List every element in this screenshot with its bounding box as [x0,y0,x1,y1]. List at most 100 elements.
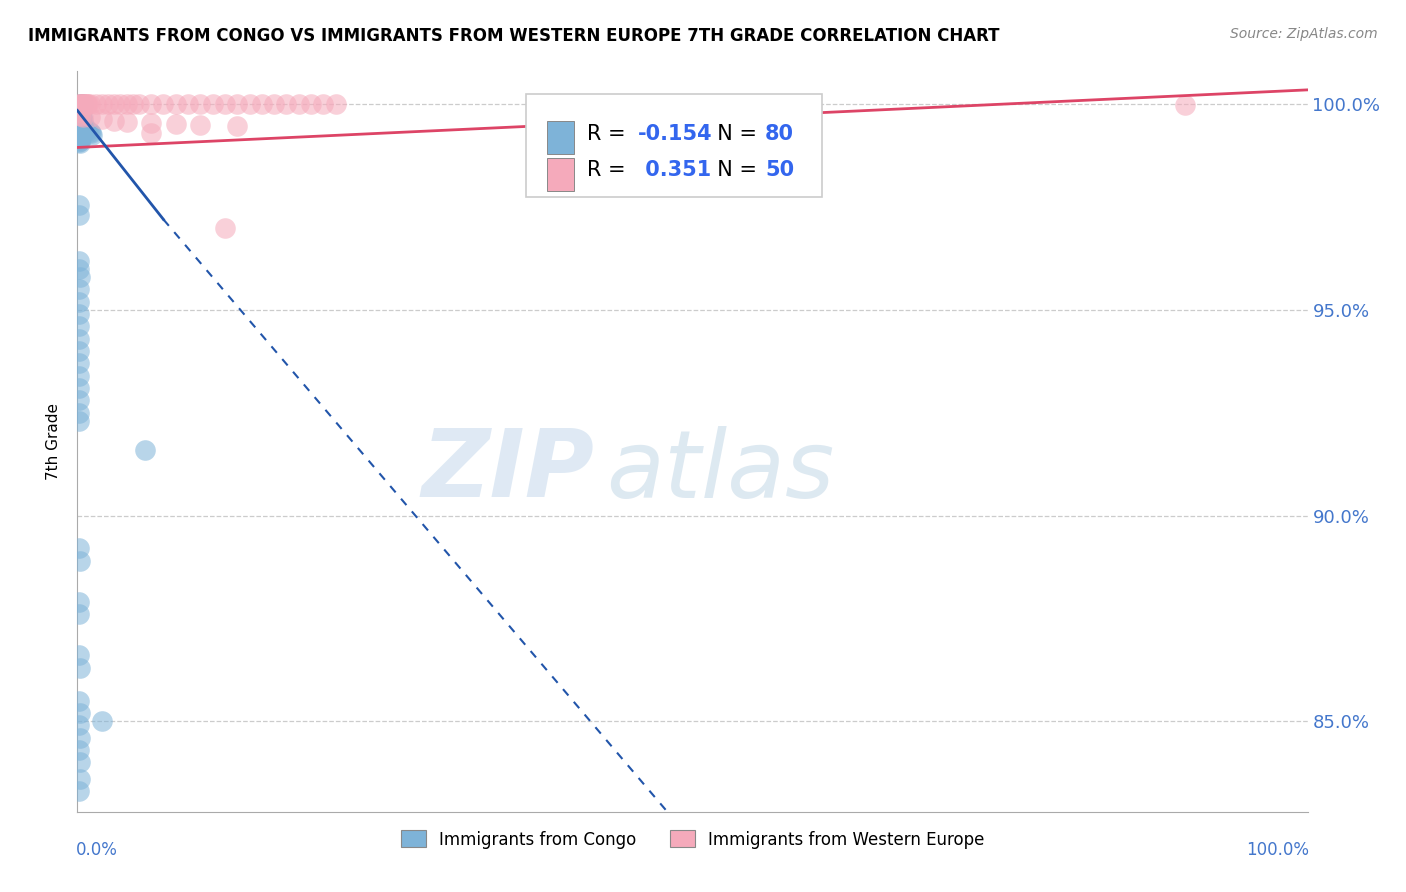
Point [67,406,90,420]
Text: 0.351: 0.351 [638,161,711,180]
Point [299,97,322,112]
Point [177,97,200,112]
Point [67,541,90,556]
Point [70,117,93,131]
Point [84,97,107,112]
Point [67,114,90,128]
Text: ZIP: ZIP [422,425,595,517]
Point [70,109,93,123]
Point [90,112,114,126]
Point [77,124,100,138]
Point [67,607,90,622]
Point [69,107,91,121]
Point [67,368,90,383]
Point [69,554,91,568]
Point [67,307,90,321]
Point [82,128,104,142]
Point [67,332,90,346]
Point [72,119,94,133]
Point [72,113,94,128]
Point [67,261,90,276]
Point [67,135,90,149]
Text: R =: R = [586,161,631,180]
Point [69,111,91,125]
Point [73,120,96,135]
Point [141,97,163,112]
Point [152,97,174,112]
Point [76,122,98,136]
Point [214,220,236,235]
Point [121,97,143,112]
Point [188,118,212,132]
Point [276,97,298,112]
Point [288,97,311,112]
Point [75,97,97,112]
Point [67,208,90,222]
Point [73,97,96,112]
Text: atlas: atlas [606,425,835,516]
Point [67,99,90,113]
Point [70,131,93,145]
Point [69,130,91,145]
Point [72,97,94,112]
Point [69,661,91,675]
Y-axis label: 7th Grade: 7th Grade [46,403,62,480]
Point [72,110,94,124]
Point [128,97,150,112]
Point [67,132,90,146]
Point [69,103,91,118]
Point [165,97,187,112]
Point [69,136,91,151]
Point [69,97,91,112]
Point [77,97,100,112]
Legend: Immigrants from Congo, Immigrants from Western Europe: Immigrants from Congo, Immigrants from W… [394,823,991,855]
Point [103,97,125,112]
Point [141,116,163,130]
Point [67,282,90,296]
Bar [547,121,575,154]
Point [67,105,90,120]
Point [103,113,125,128]
FancyBboxPatch shape [526,94,821,197]
Text: -0.154: -0.154 [638,124,713,144]
Point [69,106,91,120]
Point [67,294,90,309]
Point [70,107,93,121]
Point [115,114,138,128]
Point [69,97,91,112]
Point [70,97,93,112]
Point [70,112,93,127]
Point [67,414,90,428]
Point [67,105,90,120]
Text: R =: R = [586,124,631,144]
Point [70,99,93,113]
Text: Source: ZipAtlas.com: Source: ZipAtlas.com [1230,27,1378,41]
Text: N =: N = [703,161,763,180]
Point [165,117,187,131]
Point [67,648,90,663]
Point [67,97,90,112]
Point [69,134,91,148]
Point [90,714,114,729]
Point [70,97,93,112]
Point [79,111,101,125]
Point [250,97,273,112]
Text: N =: N = [703,124,763,144]
Point [263,97,285,112]
Point [70,101,93,115]
Point [67,784,90,798]
Point [115,97,138,112]
Point [70,118,93,132]
Point [67,128,90,143]
Point [70,97,93,112]
Point [75,121,97,136]
Point [80,127,103,141]
Point [67,595,90,609]
Point [226,119,249,133]
Point [239,97,262,112]
Point [70,102,93,116]
Point [69,706,91,720]
Point [325,97,347,112]
Point [70,109,93,123]
Point [67,133,90,147]
